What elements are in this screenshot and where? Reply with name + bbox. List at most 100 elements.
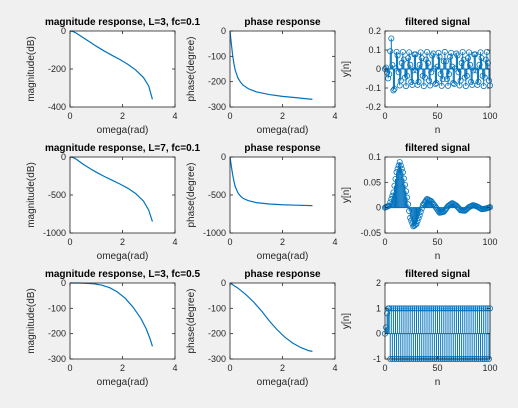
- stem-marker: [396, 159, 403, 166]
- y-tick-label: -200: [208, 77, 226, 87]
- x-tick-label: 4: [172, 363, 177, 373]
- y-tick-label: -300: [48, 354, 66, 364]
- x-axis-label: omega(rad): [97, 251, 149, 262]
- y-tick-label: -200: [208, 329, 226, 339]
- stem-marker: [407, 305, 414, 312]
- y-tick-label: 0: [221, 152, 226, 162]
- x-tick-label: 100: [482, 363, 497, 373]
- stem-marker: [402, 188, 409, 195]
- stem-marker: [388, 35, 395, 42]
- panel-magnitude-l7-fc01: magnitude response, L=7, fc=0.1 omega(ra…: [26, 143, 200, 262]
- panel-title: phase response: [244, 17, 321, 28]
- stem-marker: [441, 48, 448, 55]
- y-axis-label: y[n]: [341, 313, 352, 329]
- stem-marker: [470, 67, 477, 74]
- stem-marker: [393, 48, 400, 55]
- x-tick-label: 0: [382, 111, 387, 121]
- stem-marker: [427, 82, 434, 89]
- plot-area: [70, 31, 175, 107]
- stem-marker: [470, 305, 477, 312]
- stem-marker: [397, 77, 404, 84]
- panel-filtered-l7-fc01: filtered signal n y[n] 0 50 100-0.0500.050…: [341, 143, 498, 262]
- stem-marker: [480, 305, 487, 312]
- stem-marker: [438, 305, 445, 312]
- stem-marker: [439, 76, 446, 83]
- y-tick-label: 0.2: [368, 26, 381, 36]
- series-line: [229, 282, 313, 352]
- stem-marker: [449, 305, 456, 312]
- x-axis-label: omega(rad): [97, 377, 149, 388]
- stem-marker: [400, 56, 407, 63]
- stem-marker: [391, 182, 398, 189]
- y-axis-label: magnitude(dB): [26, 162, 37, 228]
- stem-marker: [421, 74, 428, 81]
- stem-marker: [482, 56, 489, 63]
- stem-marker: [400, 175, 407, 182]
- y-tick-label: 0.05: [363, 177, 381, 187]
- stem-marker: [389, 61, 396, 68]
- x-tick-label: 50: [432, 363, 442, 373]
- y-tick-label: -400: [48, 102, 66, 112]
- stem-marker: [435, 49, 442, 56]
- x-tick-label: 50: [432, 111, 442, 121]
- stem-marker: [422, 56, 429, 63]
- stem-marker: [407, 61, 414, 68]
- panel-phase-l3-fc05: phase response omega(rad) phase(degree) …: [186, 269, 338, 388]
- stem-marker: [423, 49, 430, 56]
- y-tick-label: 0: [61, 26, 66, 36]
- y-tick-label: -100: [48, 303, 66, 313]
- stem-marker: [387, 48, 394, 55]
- y-tick-label: 2: [376, 278, 381, 288]
- stem-marker: [418, 205, 425, 212]
- stem-marker: [420, 83, 427, 90]
- y-tick-label: -200: [48, 64, 66, 74]
- stem-marker: [407, 214, 414, 221]
- x-tick-label: 0: [227, 363, 232, 373]
- stem-marker: [459, 305, 466, 312]
- stem-marker: [444, 82, 451, 89]
- y-tick-label: 0: [61, 278, 66, 288]
- stem-marker: [415, 215, 422, 222]
- stem-marker: [447, 53, 454, 60]
- plot-area: [70, 283, 175, 359]
- panel-filtered-l3-fc01: filtered signal n y[n] 0 50 100 -0.2 -0.1 0 0.…: [341, 17, 498, 136]
- x-tick-label: 50: [432, 237, 442, 247]
- stem-marker: [477, 49, 484, 56]
- stem-marker: [483, 49, 490, 56]
- plot-area: [70, 157, 175, 233]
- stem-marker: [450, 80, 457, 87]
- y-tick-label: 0: [221, 278, 226, 288]
- x-tick-label: 0: [382, 237, 387, 247]
- stem-marker: [475, 78, 482, 85]
- x-tick-label: 4: [172, 111, 177, 121]
- stem-marker: [386, 71, 393, 78]
- y-tick-label: 0: [376, 64, 381, 74]
- y-tick-label: 1: [376, 303, 381, 313]
- panel-title: magnitude response, L=7, fc=0.1: [45, 143, 200, 154]
- stem-marker: [442, 58, 449, 65]
- stem-marker: [465, 49, 472, 56]
- panel-magnitude-l3-fc05: magnitude response, L=3, fc=0.5 omega(ra…: [26, 269, 200, 388]
- stem-marker: [478, 55, 485, 62]
- stem-marker: [446, 71, 453, 78]
- y-axis-label: phase(degree): [186, 288, 197, 353]
- stem-marker: [416, 212, 423, 219]
- stem-marker: [463, 72, 470, 79]
- y-tick-label: -500: [208, 190, 226, 200]
- x-tick-label: 0: [227, 237, 232, 247]
- y-tick-label: 0.1: [368, 152, 381, 162]
- y-axis-label: magnitude(dB): [26, 36, 37, 102]
- panel-title: phase response: [244, 143, 321, 154]
- x-tick-label: 4: [332, 237, 337, 247]
- stem-marker: [399, 49, 406, 56]
- series-group: [69, 30, 154, 100]
- stem-marker: [418, 55, 425, 62]
- panel-magnitude-l3-fc01: magnitude response, L=3, fc=0.1 omega(ra…: [26, 17, 200, 136]
- x-axis-label: omega(rad): [257, 377, 309, 388]
- y-tick-label: 0: [376, 203, 381, 213]
- y-axis-label: y[n]: [341, 61, 352, 77]
- stem-marker: [404, 72, 411, 79]
- panel-title: filtered signal: [405, 17, 470, 28]
